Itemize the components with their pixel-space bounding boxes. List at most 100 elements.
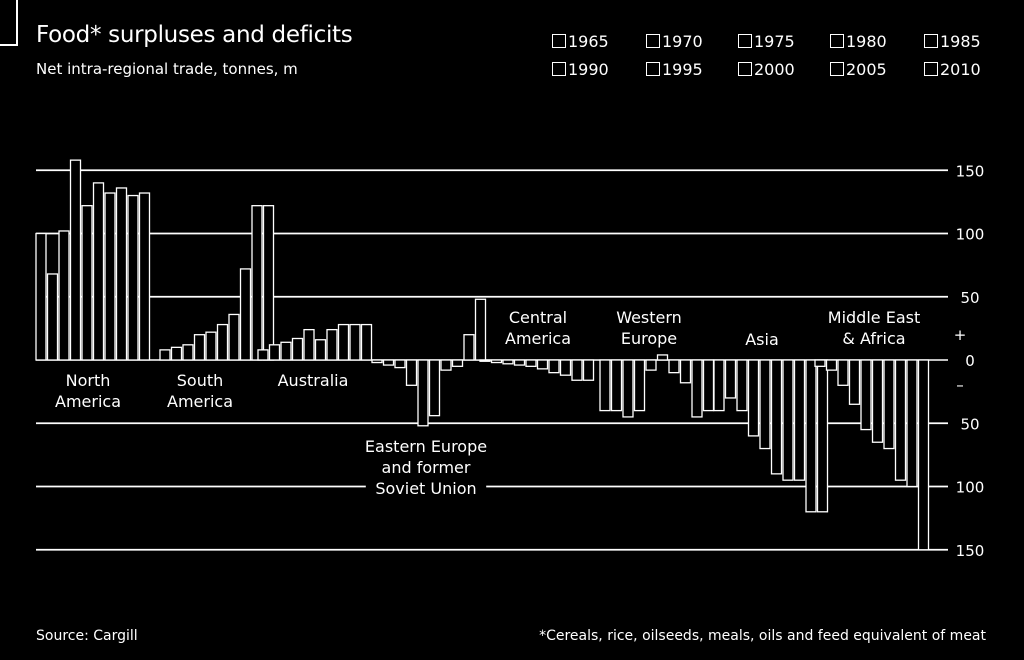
bar-3-1985 — [417, 359, 429, 427]
region-label-4-line-1: America — [505, 329, 571, 348]
bar-4-1975 — [502, 359, 514, 365]
bar-7-1970 — [825, 359, 838, 371]
bar-6-1965 — [713, 359, 725, 412]
legend-swatch — [924, 34, 938, 48]
bar-6-1985 — [759, 359, 771, 450]
label-backdrop — [365, 479, 487, 499]
legend-label: 1990 — [568, 60, 609, 79]
legend-item-1995: 1995 — [646, 60, 703, 79]
bar-0-1990 — [92, 182, 105, 361]
bar-7-1980 — [848, 359, 861, 405]
bar-4-1980 — [513, 359, 526, 366]
bar-2-2005 — [349, 323, 361, 361]
bar-4-2005 — [571, 359, 583, 381]
legend-label: 1970 — [662, 32, 703, 51]
bar-3-1965 — [371, 359, 383, 364]
y-tick-labels: 150 100 50 0 50 100 150 + – — [954, 162, 985, 560]
region-label-7-line-0: Middle East — [828, 308, 920, 327]
bar-3-2005 — [463, 334, 475, 361]
legend-item-2000: 2000 — [738, 60, 795, 79]
bar-3-1995 — [440, 359, 452, 371]
region-label-5-line-0: Western — [616, 308, 682, 327]
bar-4-2000 — [559, 359, 572, 376]
region-label-2-line-0: Australia — [278, 371, 349, 390]
bar-5-2000 — [679, 359, 692, 384]
bar-2-1985 — [303, 328, 315, 361]
bar-3-1970 — [382, 359, 395, 366]
bar-4-1985 — [525, 359, 537, 367]
bar-0-1965 — [35, 232, 47, 361]
bar-2-2010 — [360, 323, 373, 361]
bar-3-2000 — [451, 359, 464, 367]
bar-7-1965 — [814, 359, 826, 367]
legend-label: 1975 — [754, 32, 795, 51]
bar-0-1970 — [46, 273, 59, 361]
footnote: *Cereals, rice, oilseeds, meals, oils an… — [539, 628, 986, 644]
region-label-1-line-0: South — [177, 371, 224, 390]
bar-0-2010 — [138, 192, 151, 361]
bar-0-1995 — [104, 192, 116, 361]
region-label-3-line-0: Eastern Europe — [365, 437, 487, 456]
bar-6-2005 — [805, 359, 817, 513]
y-tick-label-2: 50 — [960, 289, 979, 307]
legend-item-1980: 1980 — [830, 32, 887, 51]
legend-swatch — [738, 62, 752, 76]
legend-item-1985: 1985 — [924, 32, 981, 51]
bar-3-1980 — [405, 359, 418, 386]
bar-5-1965 — [599, 359, 611, 412]
bar-4-1965 — [479, 359, 491, 362]
y-tick-label-4: 50 — [960, 415, 979, 433]
bar-5-2010 — [702, 359, 715, 412]
legend-item-2010: 2010 — [924, 60, 981, 79]
y-tick-label-3: 0 — [965, 352, 975, 370]
bar-2-1970 — [268, 344, 281, 361]
bar-2-2000 — [337, 323, 350, 361]
bar-0-1985 — [81, 205, 93, 361]
region-label-0-line-0: North — [66, 371, 111, 390]
bar-7-2010 — [917, 359, 930, 551]
bar-1-2005 — [251, 205, 263, 361]
bar-6-1995 — [782, 359, 794, 481]
legend-swatch — [924, 62, 938, 76]
y-tick-label-6: 150 — [956, 542, 985, 560]
bar-1-1975 — [182, 344, 194, 361]
y-tick-label-0: 150 — [956, 162, 985, 180]
bar-7-2000 — [894, 359, 907, 481]
bar-0-2005 — [127, 194, 139, 361]
region-label-3-line-2: Soviet Union — [375, 479, 476, 498]
bar-3-2010 — [474, 298, 487, 361]
bar-4-1990 — [536, 359, 549, 370]
legend-label: 1985 — [940, 32, 981, 51]
bar-1-2000 — [239, 268, 252, 361]
bar-1-1965 — [159, 349, 171, 361]
region-label-6-line-0: Asia — [745, 330, 779, 349]
legend-label: 2010 — [940, 60, 981, 79]
bar-5-1990 — [656, 354, 669, 361]
label-backdrop — [375, 458, 477, 478]
bar-7-1985 — [860, 359, 872, 431]
bar-5-1975 — [622, 359, 634, 418]
bar-6-1970 — [724, 359, 737, 399]
bar-1-1990 — [216, 323, 229, 361]
bar-6-1990 — [770, 359, 783, 475]
legend-swatch — [552, 62, 566, 76]
plus-sign: + — [954, 326, 967, 344]
legend-label: 1980 — [846, 32, 887, 51]
bar-2-1995 — [326, 328, 338, 361]
bar-7-1975 — [837, 359, 849, 386]
bar-1-1985 — [205, 331, 217, 361]
bar-2-1975 — [280, 341, 292, 361]
legend-item-1970: 1970 — [646, 32, 703, 51]
bar-6-2010 — [816, 359, 829, 513]
legend-item-1975: 1975 — [738, 32, 795, 51]
bar-7-1995 — [883, 359, 895, 450]
bars — [35, 159, 930, 551]
chart-subtitle: Net intra-regional trade, tonnes, m — [36, 60, 298, 78]
bar-4-1970 — [490, 359, 503, 364]
bar-2-1980 — [291, 337, 304, 361]
legend-label: 1995 — [662, 60, 703, 79]
bar-1-1970 — [170, 346, 183, 361]
legend-swatch — [830, 34, 844, 48]
bar-4-1995 — [548, 359, 560, 374]
